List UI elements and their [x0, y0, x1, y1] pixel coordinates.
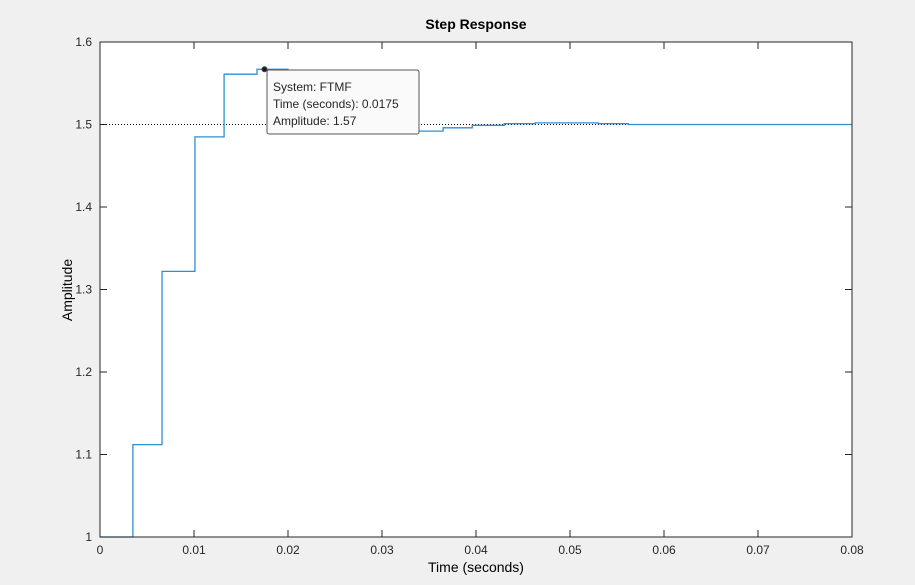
x-tick-label: 0 [97, 543, 104, 557]
data-tip-time: Time (seconds): 0.0175 [273, 97, 399, 111]
x-tick-label: 0.03 [370, 543, 394, 557]
chart-title: Step Response [425, 16, 526, 32]
data-tip-marker[interactable] [261, 66, 268, 73]
x-axis-label: Time (seconds) [428, 559, 524, 575]
y-tick-label: 1.1 [75, 448, 92, 462]
data-tip-box[interactable] [266, 69, 420, 135]
x-tick-label: 0.06 [652, 543, 676, 557]
y-tick-label: 1.5 [75, 118, 92, 132]
x-tick-labels: 0 0.01 0.02 0.03 0.04 0.05 0.06 0.07 0.08 [97, 543, 864, 557]
axes-box [99, 41, 853, 538]
y-tick-label: 1.6 [75, 35, 92, 49]
x-tick-label: 0.08 [840, 543, 864, 557]
y-tick-label: 1.2 [75, 365, 92, 379]
y-tick-label: 1.3 [75, 283, 92, 297]
y-tick-label: 1.4 [75, 200, 92, 214]
x-tick-label: 0.02 [276, 543, 300, 557]
x-tick-label: 0.05 [558, 543, 582, 557]
y-tick-labels: 1 1.1 1.2 1.3 1.4 1.5 1.6 [75, 35, 92, 544]
y-tick-label: 1 [85, 530, 92, 544]
data-tip-amplitude: Amplitude: 1.57 [273, 114, 357, 128]
y-axis-label: Amplitude [59, 259, 75, 321]
x-tick-label: 0.01 [182, 543, 206, 557]
data-tip[interactable]: System: FTMF Time (seconds): 0.0175 Ampl… [261, 66, 420, 135]
axes-background [100, 42, 852, 537]
x-tick-label: 0.04 [464, 543, 488, 557]
data-tip-system: System: FTMF [273, 80, 352, 94]
x-tick-label: 0.07 [746, 543, 770, 557]
